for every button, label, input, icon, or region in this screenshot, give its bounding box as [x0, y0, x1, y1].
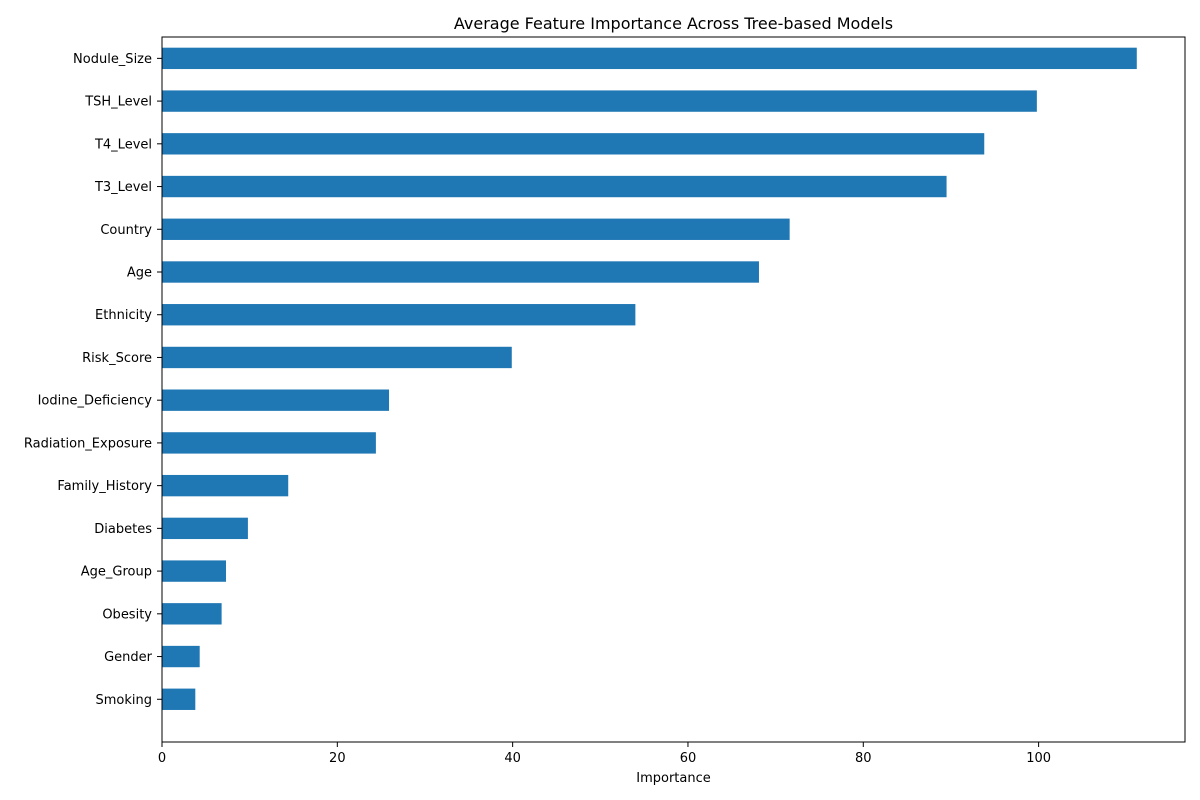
y-tick-label: Iodine_Deficiency	[38, 394, 153, 409]
x-axis-ticks: 0 20 40 60 80 100	[158, 742, 1051, 766]
bar-gender	[162, 645, 200, 668]
x-tick-label: 60	[680, 751, 697, 766]
plot-frame	[161, 36, 1186, 743]
y-tick-label: Risk_Score	[82, 351, 152, 366]
y-tick-label: Radiation_Exposure	[24, 436, 152, 451]
bar-age	[162, 261, 759, 283]
y-tick-label: Gender	[104, 650, 153, 665]
y-tick-label: Obesity	[102, 607, 152, 622]
bar-obesity	[162, 603, 222, 625]
bar-country	[162, 218, 790, 240]
bar-t4-level	[162, 133, 985, 155]
bar-family-history	[162, 474, 289, 497]
y-tick-label: Family_History	[57, 479, 152, 494]
y-tick-label: T4_Level	[94, 137, 152, 152]
y-tick-label: Age_Group	[81, 565, 152, 580]
bar-smoking	[162, 688, 196, 710]
y-tick-label: TSH_Level	[84, 95, 152, 110]
x-tick-label: 0	[158, 751, 166, 766]
y-tick-label: Nodule_Size	[73, 52, 152, 67]
x-tick-label: 40	[504, 751, 521, 766]
y-tick-label: Diabetes	[94, 522, 152, 537]
x-tick-label: 80	[855, 751, 872, 766]
x-axis-label: Importance	[636, 771, 711, 786]
y-tick-label: Age	[127, 266, 152, 281]
bars-layer	[162, 47, 1137, 710]
bar-nodule-size	[162, 47, 1137, 70]
bar-t3-level	[162, 175, 947, 198]
bar-iodine-deficiency	[162, 389, 390, 411]
y-tick-label: T3_Level	[94, 180, 152, 195]
bar-tsh-level	[162, 90, 1037, 112]
y-tick-label: Ethnicity	[95, 308, 152, 323]
y-tick-label: Smoking	[95, 693, 152, 708]
y-axis-ticks: Nodule_Size TSH_Level T4_Level T3_Level Coun…	[24, 52, 162, 708]
bar-age-group	[162, 560, 226, 582]
x-tick-label: 100	[1026, 751, 1051, 766]
bar-ethnicity	[162, 304, 636, 326]
bar-radiation-exposure	[162, 432, 376, 454]
bar-risk-score	[162, 346, 512, 369]
bar-diabetes	[162, 517, 248, 540]
axes-frame	[161, 36, 1186, 743]
y-tick-label: Country	[100, 223, 152, 238]
chart-title: Average Feature Importance Across Tree-b…	[454, 14, 893, 33]
x-tick-label: 20	[329, 751, 346, 766]
